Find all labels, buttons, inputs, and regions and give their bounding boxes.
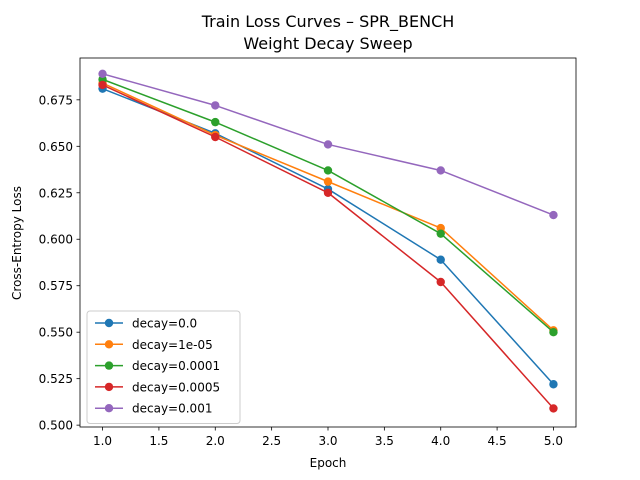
legend-marker [104, 318, 114, 328]
legend-label: decay=0.0001 [132, 359, 220, 373]
data-point [98, 80, 107, 90]
x-tick-label: 2.5 [262, 434, 281, 448]
data-point [211, 132, 220, 142]
legend-label: decay=1e-05 [132, 338, 213, 352]
series-layer [98, 69, 558, 413]
y-tick-label: 0.575 [39, 279, 73, 293]
legend-item: decay=0.0005 [95, 380, 220, 394]
data-point [549, 380, 558, 389]
data-point [211, 117, 220, 127]
x-tick-label: 1.5 [149, 434, 168, 448]
data-point [549, 327, 558, 337]
x-tick-label: 4.0 [431, 434, 450, 448]
series-group [98, 80, 558, 413]
data-point [436, 277, 445, 287]
x-tick-label: 5.0 [544, 434, 563, 448]
x-axis-ticks: 1.0 1.5 2.0 2.5 3.0 3.5 4.0 4.5 5.0 [93, 427, 563, 448]
legend-item: decay=0.0001 [95, 359, 220, 373]
data-point [436, 255, 445, 264]
y-tick-label: 0.525 [39, 372, 73, 386]
legend-item: decay=1e-05 [95, 338, 213, 352]
series-group [98, 69, 558, 220]
legend-label: decay=0.0005 [132, 380, 220, 394]
data-point [323, 166, 333, 175]
x-axis-label: Epoch [310, 456, 347, 470]
legend-label: decay=0.0 [132, 317, 197, 331]
legend-item: decay=0.0 [95, 317, 197, 331]
legend-marker [104, 404, 114, 413]
legend-box [86, 310, 241, 424]
data-point [436, 166, 445, 175]
data-point [211, 101, 220, 110]
data-point [549, 210, 558, 220]
data-point [436, 229, 445, 238]
x-tick-label: 4.5 [488, 434, 507, 448]
y-tick-label: 0.675 [39, 93, 73, 107]
legend-marker [104, 382, 114, 392]
x-tick-label: 1.0 [93, 434, 112, 448]
x-tick-label: 3.5 [375, 434, 394, 448]
legend-marker [104, 340, 114, 349]
data-point [323, 177, 333, 186]
y-tick-label: 0.500 [39, 419, 73, 433]
y-axis-ticks: 0.500 0.525 0.550 0.575 0.600 0.625 0.650 0.675 [39, 93, 80, 433]
data-point [98, 69, 107, 79]
legend: decay=0.0 decay=1e-05 decay=0.0001 decay=0.… [86, 310, 241, 424]
data-point [549, 404, 558, 413]
legend-item: decay=0.001 [95, 402, 212, 416]
x-tick-label: 2.0 [206, 434, 225, 448]
x-tick-label: 3.0 [318, 434, 337, 448]
chart-title: Train Loss Curves – SPR_BENCH [201, 12, 455, 32]
y-tick-label: 0.625 [39, 186, 73, 200]
y-tick-label: 0.650 [39, 140, 73, 154]
y-tick-label: 0.600 [39, 233, 73, 247]
legend-label: decay=0.001 [132, 402, 212, 416]
y-axis-label: Cross-Entropy Loss [10, 186, 24, 300]
data-point [323, 188, 333, 197]
legend-marker [104, 361, 114, 370]
chart-subtitle: Weight Decay Sweep [243, 34, 412, 53]
data-point [323, 140, 333, 149]
y-tick-label: 0.550 [39, 326, 73, 340]
